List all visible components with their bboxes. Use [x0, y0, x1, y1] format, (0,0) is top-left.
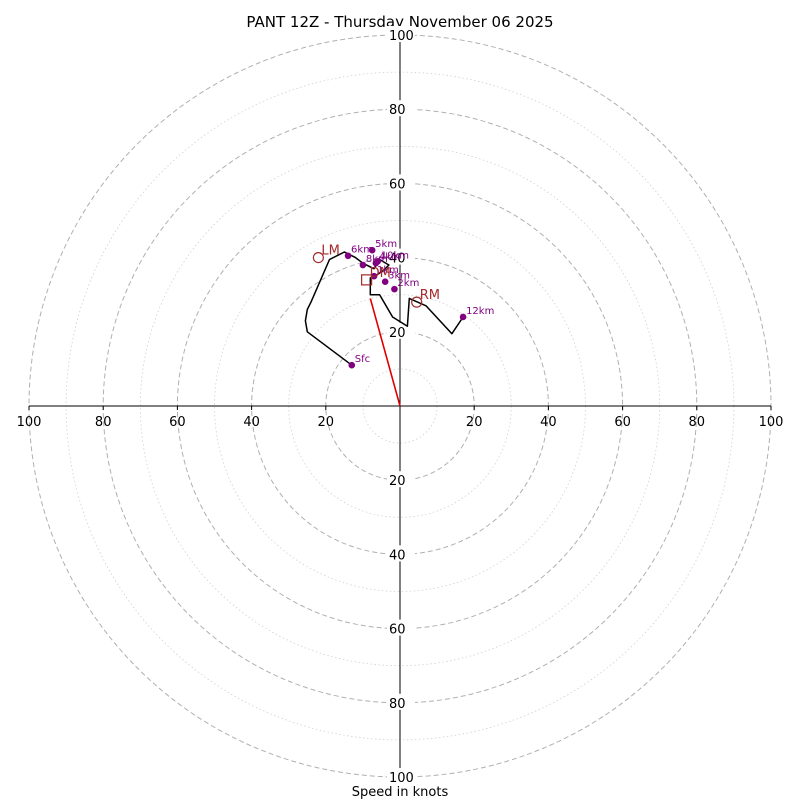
x-tick-label: 40 — [540, 415, 557, 430]
motion-marker-label: RM — [420, 288, 440, 303]
tick-labels: 100 80 60 40 20 20 40 60 80 100 100 80 60 40 20 20 40 60 8… — [17, 26, 784, 786]
y-tick-label-bg — [387, 322, 415, 339]
height-marker-2km: 2km — [391, 278, 419, 293]
y-tick-label: 100 — [389, 29, 414, 44]
y-tick-label: 60 — [389, 177, 406, 192]
motion-marker-circle — [411, 296, 423, 308]
height-marker-Sfc: Sfc — [348, 354, 370, 369]
height-marker-label: 3km — [388, 271, 410, 282]
height-marker-5km: 5km — [368, 239, 397, 254]
height-marker-label: 4km — [379, 252, 401, 263]
motion-marker-label: DM — [370, 266, 391, 281]
y-tick-label-bg — [387, 693, 415, 710]
x-tick-label: 100 — [17, 415, 42, 430]
hodograph-line — [304, 251, 464, 366]
height-marker-label: 12km — [466, 306, 494, 317]
y-tick-label: 80 — [389, 697, 406, 712]
height-marker-label: 2km — [397, 278, 419, 289]
motion-marker-square — [361, 274, 373, 286]
y-tick-label-bg — [387, 471, 415, 488]
height-marker-dot — [348, 361, 356, 369]
motion-marker-DM: DM — [361, 266, 391, 286]
y-tick-label-bg — [387, 545, 415, 562]
y-tick-label-bg — [387, 768, 415, 784]
height-marker-10km: 10km — [374, 250, 409, 265]
y-tick-label-bg — [387, 174, 415, 191]
height-marker-dot — [381, 278, 389, 286]
height-marker-label: 10km — [381, 250, 409, 261]
height-marker-6km: 6km — [344, 245, 373, 260]
x-tick-label: 20 — [466, 415, 483, 430]
y-tick-label: 40 — [389, 548, 406, 563]
motion-marker-LM: LM — [312, 244, 340, 264]
x-tick-label: 60 — [614, 415, 631, 430]
y-tick-label: 20 — [389, 474, 406, 489]
height-marker-dot — [374, 258, 382, 265]
height-marker-1km: 1km — [370, 265, 399, 280]
height-marker-label: 5km — [375, 239, 397, 250]
x-axis-label: Speed in knots — [352, 785, 449, 800]
storm-vector-line — [369, 298, 401, 407]
y-tick-label-bg — [387, 100, 415, 117]
y-tick-label-bg — [387, 26, 415, 42]
height-marker-3km: 3km — [381, 271, 410, 286]
height-marker-dot — [459, 313, 467, 321]
y-tick-label-bg — [387, 248, 415, 265]
wind-trace — [304, 251, 464, 366]
x-tick-label: 40 — [243, 415, 260, 430]
x-tick-label: 80 — [689, 415, 706, 430]
height-marker-label: 1km — [377, 265, 399, 276]
height-marker-label: Sfc — [355, 354, 370, 365]
height-marker-12km: 12km — [459, 306, 494, 321]
y-tick-label: 20 — [389, 326, 406, 341]
x-tick-label: 20 — [318, 415, 335, 430]
height-marker-dot — [370, 272, 378, 280]
y-tick-label: 40 — [389, 252, 406, 267]
height-markers: Sfc1km2km3km4km5km6km8km10km12km — [344, 239, 494, 369]
x-tick-label: 60 — [169, 415, 186, 430]
height-marker-dot — [344, 252, 352, 260]
x-tick-label: 100 — [759, 415, 784, 430]
chart-title: PANT 12Z - Thursday November 06 2025 — [246, 13, 553, 31]
storm-motion-vector — [369, 298, 401, 407]
y-tick-label-bg — [387, 619, 415, 636]
height-marker-label: 6km — [351, 245, 373, 256]
motion-marker-RM: RM — [411, 288, 440, 308]
y-tick-label: 100 — [389, 771, 414, 786]
height-marker-dot — [391, 285, 398, 293]
height-marker-dot — [359, 261, 367, 269]
storm-motion-markers: LM RM DM — [312, 244, 440, 308]
height-marker-dot — [368, 246, 376, 254]
motion-marker-label: LM — [321, 244, 339, 259]
x-tick-label: 80 — [95, 415, 112, 430]
y-tick-label: 60 — [389, 623, 406, 638]
y-tick-label: 80 — [389, 103, 406, 118]
motion-marker-circle — [312, 252, 324, 264]
